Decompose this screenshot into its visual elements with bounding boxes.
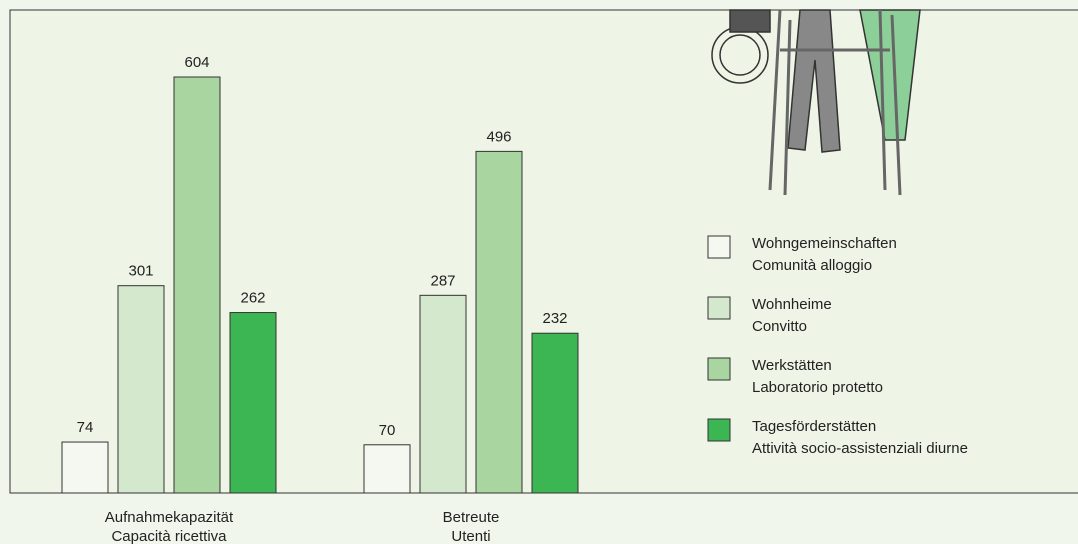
legend-swatch (707, 357, 731, 381)
person-legs (787, 9, 841, 153)
illustration (711, 9, 921, 196)
bar (363, 444, 411, 494)
x-tick-label: Aufnahmekapazität (105, 509, 234, 526)
bar (475, 150, 523, 494)
legend-label: Tagesförderstätten (752, 418, 876, 435)
data-label: 74 (77, 419, 94, 436)
bar (61, 441, 109, 494)
x-tick-label: Capacità ricettiva (111, 528, 227, 544)
data-label: 232 (542, 310, 567, 327)
x-tick-label: Betreute (443, 509, 500, 526)
data-label: 496 (486, 128, 511, 145)
legend-swatch (707, 418, 731, 442)
helper (859, 9, 921, 141)
bar (419, 294, 467, 494)
data-label: 301 (128, 263, 153, 280)
legend-label: Attività socio-assistenziali diurne (752, 440, 968, 457)
legend-label: Laboratorio protetto (752, 379, 883, 396)
wheelchair-seat (729, 9, 771, 33)
bar (531, 332, 579, 494)
bar (229, 312, 277, 494)
legend-label: Wohnheime (752, 296, 832, 313)
wheel-inner (719, 34, 761, 76)
data-label: 604 (184, 54, 209, 71)
legend-swatch (707, 235, 731, 259)
data-label: 287 (430, 272, 455, 289)
data-label: 262 (240, 290, 265, 307)
legend-label: Werkstätten (752, 357, 832, 374)
legend-swatch (707, 296, 731, 320)
legend-label: Convitto (752, 318, 807, 335)
bar (117, 285, 165, 494)
walker (768, 9, 902, 196)
data-label: 70 (379, 422, 396, 439)
legend-label: Wohngemeinschaften (752, 235, 897, 252)
legend-label: Comunità alloggio (752, 257, 872, 274)
bar (173, 76, 221, 494)
x-tick-label: Utenti (451, 528, 490, 544)
